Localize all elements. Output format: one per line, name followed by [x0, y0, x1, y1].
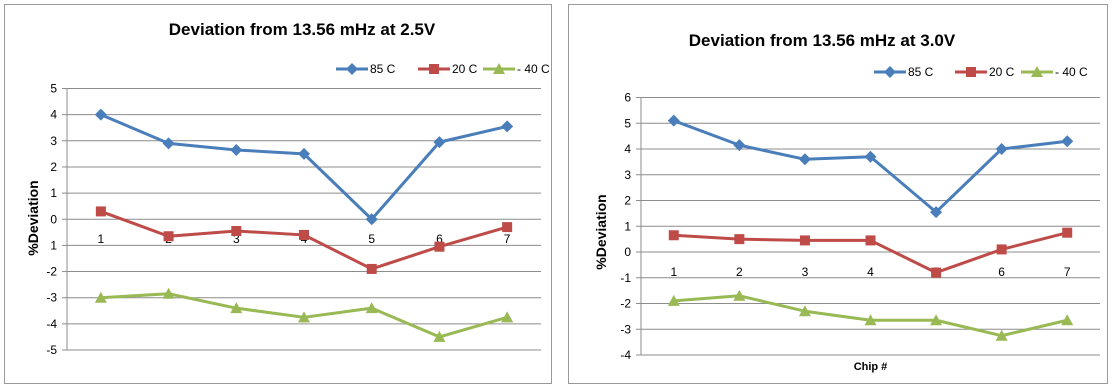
data-point-1-4: [931, 267, 942, 278]
y-tick-label: 3: [50, 134, 57, 148]
y-tick-label: -2: [620, 297, 631, 311]
legend-marker: [884, 66, 896, 78]
x-tick-label: 1: [670, 265, 677, 279]
data-point-2-1: [162, 287, 175, 299]
y-tick-label: 1: [50, 186, 57, 200]
legend-label: 85 C: [370, 62, 396, 76]
series-line-0: [673, 119, 1068, 214]
data-point-1-5: [996, 244, 1007, 255]
data-point-0-3: [298, 147, 310, 160]
data-point-1-2: [231, 226, 242, 237]
y-tick-label: 6: [624, 91, 631, 105]
data-point-1-6: [502, 222, 513, 233]
x-tick-label: 7: [1064, 265, 1071, 279]
y-tick-label: -3: [620, 322, 631, 336]
x-tick-label: 7: [504, 232, 511, 246]
x-tick-label: 3: [802, 265, 809, 279]
data-point-0-2: [798, 153, 811, 166]
legend-label: 20 C: [989, 65, 1015, 79]
data-point-2-2: [230, 302, 243, 314]
legend-marker: [1031, 66, 1043, 77]
x-tick-label: 6: [998, 265, 1005, 279]
data-point-2-1: [733, 289, 746, 301]
data-point-2-0: [94, 291, 107, 303]
data-point-0-1: [733, 139, 746, 152]
y-axis-label: %Deviation: [25, 180, 41, 255]
y-tick-label: -1: [620, 271, 631, 285]
data-point-1-1: [734, 234, 745, 245]
data-point-0-6: [1061, 135, 1074, 148]
data-point-1-3: [865, 235, 876, 246]
y-tick-label: -5: [46, 343, 57, 357]
y-tick-label: 2: [50, 160, 57, 174]
data-point-0-5: [433, 136, 446, 149]
legend-marker: [493, 63, 505, 74]
data-point-1-0: [95, 206, 106, 217]
data-point-1-2: [799, 235, 810, 246]
y-tick-label: 1: [624, 219, 631, 233]
y-tick-label: 4: [624, 142, 631, 156]
data-point-2-3: [864, 314, 877, 326]
x-axis-label: Chip #: [854, 361, 888, 373]
data-point-1-6: [1062, 227, 1073, 238]
data-point-2-6: [1061, 314, 1074, 326]
chart-panel-3-0v: Deviation from 13.56 mHz at 3.0V 6 5 4 3 2 1 0 -…: [564, 0, 1112, 384]
data-point-2-4: [930, 314, 943, 326]
legend-label: - 40 C: [517, 62, 550, 76]
legend-marker: [966, 67, 976, 77]
data-point-2-3: [298, 311, 310, 323]
data-point-0-4: [365, 213, 378, 226]
x-tick-label: 4: [867, 265, 874, 279]
y-tick-label: -4: [620, 348, 631, 362]
data-point-0-0: [667, 114, 680, 127]
y-tick-label: 0: [624, 245, 631, 259]
y-tick-label: -4: [46, 317, 57, 331]
data-point-0-4: [930, 206, 943, 219]
y-tick-label: 0: [50, 212, 57, 226]
data-point-2-6: [501, 311, 514, 323]
data-point-2-0: [667, 294, 680, 306]
legend-marker: [346, 63, 358, 75]
legend-marker: [429, 64, 439, 74]
chart-title: Deviation from 13.56 mHz at 2.5V: [169, 20, 436, 39]
data-point-0-1: [162, 137, 175, 150]
y-tick-label: 5: [50, 82, 57, 96]
data-point-2-2: [798, 305, 811, 317]
data-point-0-3: [864, 150, 877, 163]
chart-title: Deviation from 13.56 mHz at 3.0V: [689, 31, 956, 50]
x-tick-label: 1: [98, 232, 105, 246]
x-tick-label: 6: [436, 232, 443, 246]
y-tick-label: -2: [46, 265, 57, 279]
data-point-0-0: [94, 108, 107, 121]
legend-label: - 40 C: [1055, 65, 1088, 79]
chart-panel-2-5v: Deviation from 13.56 mHz at 2.5V 5 4 3 2 1 0 1 -…: [0, 0, 556, 384]
data-point-0-6: [501, 120, 514, 133]
y-tick-label: 4: [50, 108, 57, 122]
legend-label: 20 C: [452, 62, 478, 76]
data-point-0-2: [230, 143, 243, 156]
data-point-1-3: [299, 229, 309, 240]
x-tick-label: 3: [233, 232, 240, 246]
data-point-0-5: [995, 143, 1008, 155]
y-tick-label: 5: [624, 116, 631, 130]
data-point-1-0: [668, 230, 679, 241]
data-point-1-1: [163, 231, 174, 242]
x-tick-label: 2: [736, 265, 743, 279]
y-tick-label: 3: [624, 168, 631, 182]
y-tick-label: -3: [46, 291, 57, 305]
legend-label: 85 C: [908, 65, 934, 79]
data-point-1-4: [366, 263, 377, 274]
y-tick-label: 1: [50, 238, 57, 252]
data-point-2-4: [365, 302, 378, 314]
y-tick-label: 2: [624, 194, 631, 208]
data-point-2-5: [433, 330, 446, 342]
chart-svg-3-0v: Deviation from 13.56 mHz at 3.0V 6 5 4 3 2 1 0 -…: [593, 31, 1100, 373]
data-point-2-5: [995, 329, 1008, 341]
x-tick-label: 5: [368, 232, 375, 246]
y-axis-label: %Deviation: [593, 194, 609, 269]
chart-svg-2-5v: Deviation from 13.56 mHz at 2.5V 5 4 3 2 1 0 1 -…: [25, 20, 550, 357]
data-point-1-5: [434, 241, 445, 252]
